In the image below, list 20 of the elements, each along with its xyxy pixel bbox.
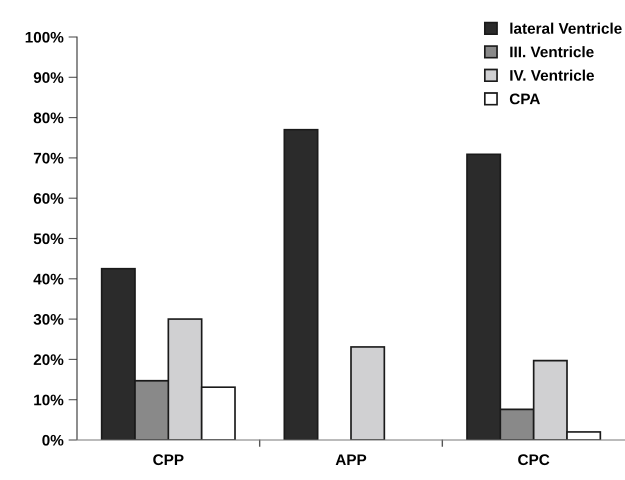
x-tick-label: CPC [518, 454, 550, 466]
legend-label: lateral Ventricle [510, 22, 622, 34]
bar [283, 128, 318, 440]
y-tick-label: 90% [34, 72, 64, 83]
x-tick-label: APP [336, 454, 366, 465]
legend-label: CPA [510, 93, 540, 104]
y-tick-label: 50% [34, 233, 64, 244]
legend-label: IV. Ventricle [510, 70, 594, 81]
legend-label: III. Ventricle [510, 46, 594, 58]
y-tick-label: 80% [34, 112, 64, 124]
y-tick-label: 70% [34, 152, 64, 164]
y-tick-label: 60% [34, 193, 64, 204]
y-tick-label: 20% [34, 354, 64, 366]
bar [350, 346, 386, 440]
y-tick-label: 0% [42, 434, 64, 446]
y-tick-label: 40% [33, 274, 64, 284]
x-tick-label: CPP [153, 454, 184, 466]
y-tick-label: 100% [26, 32, 64, 43]
y-tick-label: 10% [34, 394, 64, 406]
y-tick-label: 30% [34, 314, 64, 325]
